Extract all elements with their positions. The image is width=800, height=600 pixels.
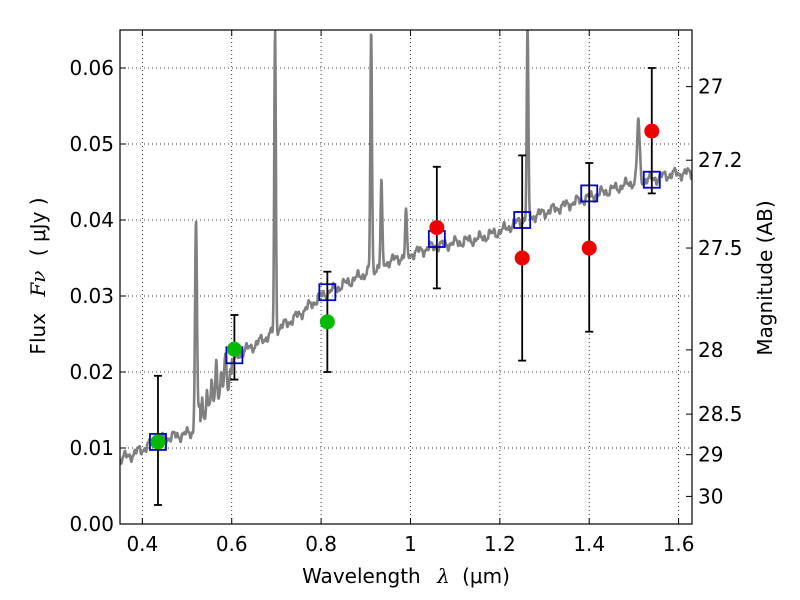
y-axis-title-unit: ( μJy ) [26, 197, 50, 256]
nir-detections-point [429, 220, 445, 236]
x-tick-label: 1.6 [663, 532, 695, 556]
x-tick-label: 1.4 [573, 532, 605, 556]
y2-tick-label: 29 [698, 443, 723, 467]
y-tick-label: 0.01 [69, 436, 114, 460]
y2-axis-title: Magnitude (AB) [753, 200, 777, 355]
x-axis-title-prefix: Wavelength [302, 564, 421, 588]
y-tick-label: 0.00 [69, 512, 114, 536]
x-axis-title: Wavelength λ (μm) [302, 564, 510, 588]
y2-tick-label: 28.5 [698, 402, 743, 426]
x-tick-label: 1.2 [484, 532, 516, 556]
x-axis-title-unit: (μm) [462, 564, 510, 588]
y2-tick-label: 27 [698, 75, 723, 99]
y2-tick-label: 30 [698, 484, 723, 508]
y2-tick-label: 27.5 [698, 236, 743, 260]
y-axis-title-prefix: Flux [26, 313, 50, 355]
nir-detections-point [644, 123, 660, 139]
y-axis-title-symbol: Fν [26, 271, 50, 298]
optical-detections-point [319, 314, 335, 330]
y2-tick-label: 28 [698, 338, 723, 362]
optical-detections-point [226, 341, 242, 357]
x-axis-title-symbol: λ [436, 564, 450, 588]
y2-tick-label: 27.2 [698, 148, 743, 172]
x-tick-label: 0.4 [126, 532, 158, 556]
x-tick-label: 0.6 [216, 532, 248, 556]
ticks: 0.4 0.6 0.8 1 1.2 1.4 1.6 0.00 0.01 0.02 0.03 0.04 0… [69, 30, 743, 556]
y-tick-label: 0.04 [69, 208, 114, 232]
y-tick-label: 0.06 [69, 56, 114, 80]
x-tick-label: 0.8 [305, 532, 337, 556]
y-axis-title: Flux Fν ( μJy ) [26, 197, 50, 354]
nir-detections-point [514, 250, 530, 266]
data-marks [149, 67, 661, 506]
plot-background [120, 30, 692, 524]
optical-detections-point [150, 434, 166, 450]
nir-detections-point [581, 240, 597, 256]
y-tick-label: 0.02 [69, 360, 114, 384]
plot-frame [119, 29, 693, 525]
y-tick-label: 0.05 [69, 132, 114, 156]
x-tick-label: 1 [404, 532, 417, 556]
grid [120, 30, 692, 524]
y-tick-label: 0.03 [69, 284, 114, 308]
